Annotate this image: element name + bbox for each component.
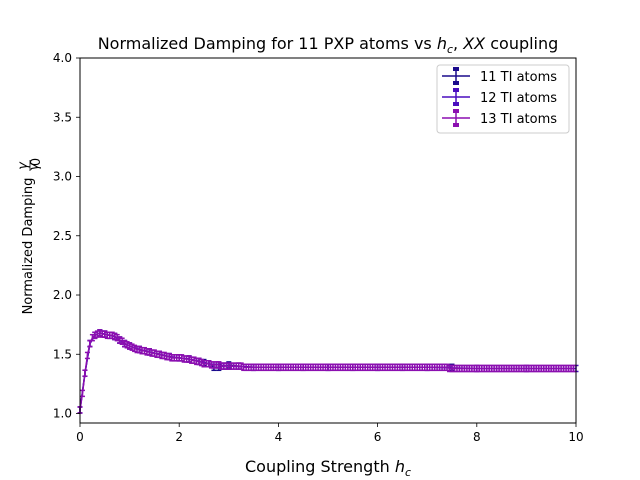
y-axis: 1.0 1.5 2.0 2.5 3.0 3.5 4.0 bbox=[53, 51, 80, 421]
legend-swatch-cap bbox=[453, 109, 459, 113]
title-var1-sub: c bbox=[447, 43, 453, 56]
y-tick-label: 1.0 bbox=[53, 407, 72, 421]
title-prefix: Normalized Damping for 11 PXP atoms vs bbox=[98, 34, 437, 53]
x-axis-label: Coupling Strength hc bbox=[245, 457, 411, 479]
title-var2: XX bbox=[462, 34, 486, 53]
title-sep: , bbox=[453, 34, 463, 53]
y-tick-label: 2.0 bbox=[53, 288, 72, 302]
y-tick-label: 3.5 bbox=[53, 110, 72, 124]
legend-label: 13 TI atoms bbox=[480, 112, 557, 127]
legend-swatch-cap bbox=[453, 67, 459, 71]
x-tick-label: 0 bbox=[76, 430, 84, 444]
legend-swatch-cap bbox=[453, 123, 459, 127]
y-tick-label: 2.5 bbox=[53, 229, 72, 243]
x-tick-label: 10 bbox=[568, 430, 583, 444]
y-tick-label: 4.0 bbox=[53, 51, 72, 65]
y-axis-label: Normalized Damping γ γ 0 bbox=[16, 158, 44, 315]
legend-label: 12 TI atoms bbox=[480, 91, 557, 106]
x-tick-label: 2 bbox=[175, 430, 183, 444]
x-tick-label: 8 bbox=[473, 430, 481, 444]
ylabel-frac-num: γ bbox=[16, 161, 31, 170]
legend-swatch-cap bbox=[453, 88, 459, 92]
legend-item: 12 TI atoms bbox=[442, 88, 557, 106]
ylabel-text: Normalized Damping bbox=[21, 178, 36, 315]
plot-frame bbox=[79, 57, 577, 424]
legend-item: 13 TI atoms bbox=[442, 109, 557, 127]
title-suffix: coupling bbox=[485, 34, 558, 53]
x-tick-label: 4 bbox=[275, 430, 283, 444]
legend: 11 TI atoms 12 TI atoms 13 TI atoms bbox=[436, 64, 570, 134]
title-var1: h bbox=[437, 34, 447, 53]
x-axis: 0 2 4 6 8 10 bbox=[76, 423, 584, 444]
x-tick-label: 6 bbox=[374, 430, 382, 444]
y-tick-label: 1.5 bbox=[53, 347, 72, 361]
xlabel-var: h bbox=[395, 457, 405, 476]
y-tick-label: 3.0 bbox=[53, 170, 72, 184]
legend-swatch-cap bbox=[453, 102, 459, 106]
xlabel-text: Coupling Strength bbox=[245, 457, 395, 476]
series-3 bbox=[77, 329, 577, 414]
xlabel-sub: c bbox=[405, 466, 411, 479]
series-layer bbox=[77, 329, 579, 414]
legend-box bbox=[436, 64, 570, 134]
legend-entries: 11 TI atoms 12 TI atoms 13 TI atoms bbox=[442, 67, 557, 127]
legend-item: 11 TI atoms bbox=[442, 67, 557, 85]
legend-swatch-cap bbox=[453, 81, 459, 85]
legend-label: 11 TI atoms bbox=[480, 70, 557, 85]
ylabel-frac-den: γ bbox=[27, 162, 42, 171]
chart-title: Normalized Damping for 11 PXP atoms vs h… bbox=[98, 34, 559, 56]
ylabel-frac-den-sub: 0 bbox=[29, 158, 44, 166]
plot-area bbox=[77, 57, 579, 424]
